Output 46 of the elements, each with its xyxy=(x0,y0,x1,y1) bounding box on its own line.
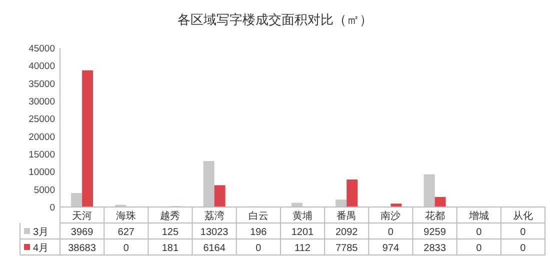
y-tick-label: 15000 xyxy=(28,150,55,160)
legend-label: 4月 xyxy=(33,243,49,254)
x-tick-label: 番禺 xyxy=(336,210,357,222)
data-label: 3969 xyxy=(70,227,94,238)
x-tick-label: 海珠 xyxy=(116,210,136,222)
data-label: 7785 xyxy=(335,243,358,254)
legend-label: 3月 xyxy=(33,227,49,238)
x-tick-label: 从化 xyxy=(512,210,533,222)
data-label: 0 xyxy=(520,227,526,238)
y-tick-label: 0 xyxy=(50,202,55,214)
y-tick-label: 35000 xyxy=(28,78,55,90)
data-label: 181 xyxy=(162,243,180,254)
data-label: 1201 xyxy=(291,227,314,238)
data-label: 0 xyxy=(520,243,526,254)
y-tick-label: 45000 xyxy=(28,44,55,54)
data-label: 0 xyxy=(476,243,482,254)
x-tick-label: 增城 xyxy=(468,210,489,222)
chart-title: 各区域写字楼成交面积对比（㎡） xyxy=(178,12,372,27)
data-label: 0 xyxy=(123,243,130,254)
data-label: 627 xyxy=(118,227,135,238)
data-label: 13023 xyxy=(200,227,229,238)
x-tick-label: 越秀 xyxy=(160,210,180,222)
data-label: 0 xyxy=(388,227,394,238)
y-tick-label: 5000 xyxy=(34,184,55,196)
data-label: 38683 xyxy=(68,243,96,254)
x-tick-label: 南沙 xyxy=(380,210,401,222)
data-label: 112 xyxy=(294,243,311,254)
y-tick-label: 25000 xyxy=(28,114,55,126)
y-tick-label: 20000 xyxy=(28,132,55,143)
y-tick-label: 30000 xyxy=(28,96,55,108)
data-label: 974 xyxy=(382,243,400,254)
data-label: 6164 xyxy=(203,243,226,254)
data-label: 0 xyxy=(256,243,262,254)
x-tick-label: 白云 xyxy=(248,210,268,222)
data-label: 196 xyxy=(250,227,268,238)
data-label: 9259 xyxy=(424,227,446,238)
y-tick-label: 10000 xyxy=(28,167,55,178)
x-tick-label: 黄埔 xyxy=(292,210,312,222)
data-label: 125 xyxy=(162,227,180,238)
x-tick-label: 荔湾 xyxy=(204,210,224,222)
data-label: 0 xyxy=(476,227,482,238)
data-label: 2092 xyxy=(335,227,358,238)
x-tick-label: 花都 xyxy=(424,210,445,222)
data-label: 2833 xyxy=(424,243,446,254)
x-tick-label: 天河 xyxy=(72,210,92,222)
y-tick-label: 40000 xyxy=(28,61,55,72)
